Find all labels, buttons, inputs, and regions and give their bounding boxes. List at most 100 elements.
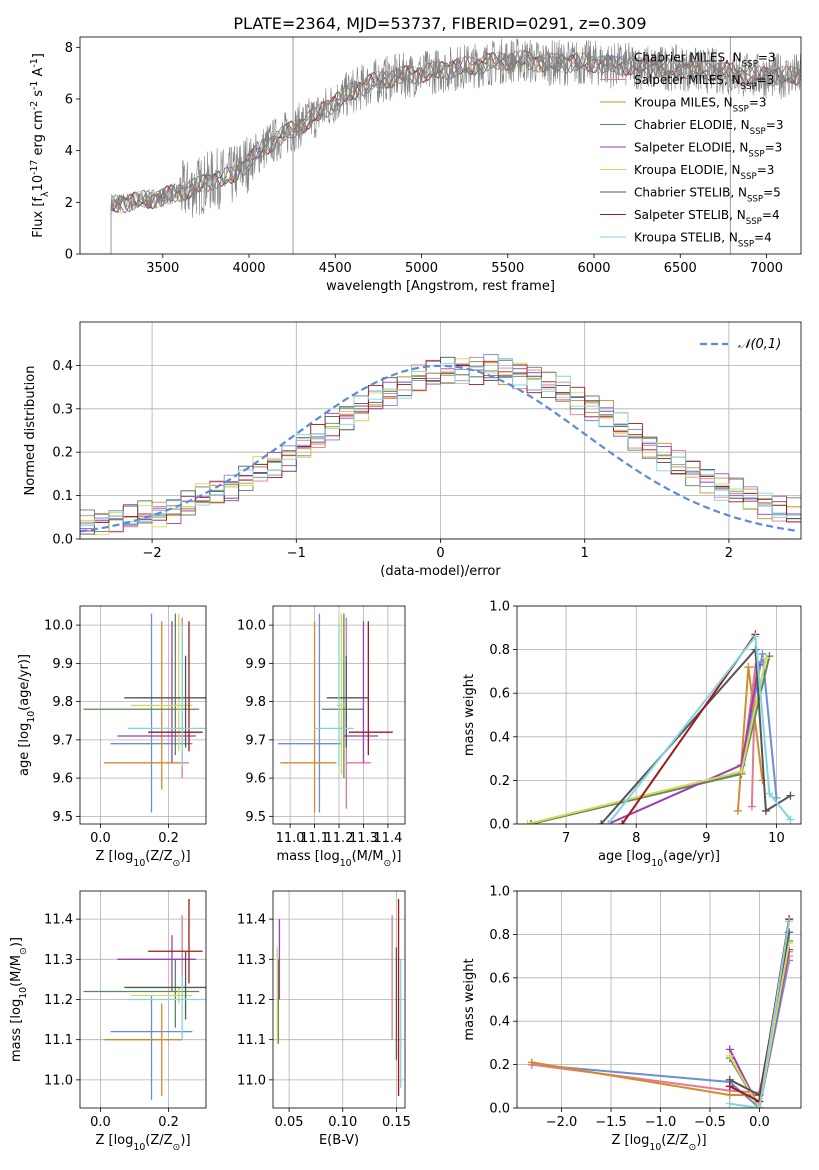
y-axis-label: Flux [fλ10-17 erg cm-2 s-1 A-1] xyxy=(29,53,51,238)
y-tick-label: 10.0 xyxy=(44,619,73,634)
y-tick-label: 9.7 xyxy=(52,733,73,748)
mass-weight-vs-age-panel: 7 8 9 10 0.0 0.2 0.4 0.6 0.8 1.0 age [log10(age/yr… xyxy=(462,600,802,869)
y-tick-label: 0.2 xyxy=(489,774,510,789)
x-tick-label: 0.0 xyxy=(749,1115,770,1130)
x-tick-label: 4500 xyxy=(319,261,352,276)
y-tick-label: 8 xyxy=(65,41,73,56)
legend-label: Chabrier ELODIE, NSSP=3 xyxy=(634,118,783,137)
y-axis-label: mass weight xyxy=(462,674,477,756)
series-marker xyxy=(747,802,756,811)
mass-vs-z-panel: 0.0 0.2 11.0 11.1 11.2 11.3 11.4 Z [log10(Z/Z⊙)… xyxy=(9,890,207,1153)
y-tick-label: 11.3 xyxy=(44,953,73,968)
x-tick-label: 0.05 xyxy=(275,1115,304,1130)
mass-vs-z-plot-area xyxy=(83,899,206,1100)
x-tick-label: −2 xyxy=(143,546,162,561)
legend-label: Chabrier STELIB, NSSP=5 xyxy=(634,186,781,205)
x-tick-label: 0.0 xyxy=(90,1115,111,1130)
x-tick-label: 11.1 xyxy=(300,831,329,846)
y-tick-label: 1.0 xyxy=(489,600,510,615)
y-tick-label: 0 xyxy=(65,248,73,263)
axes-frame xyxy=(272,890,406,1109)
y-tick-label: 9.6 xyxy=(245,772,266,787)
x-axis-label: age [log10(age/yr)] xyxy=(598,849,720,869)
x-axis-label: (data-model)/error xyxy=(380,564,501,579)
y-tick-label: 10.0 xyxy=(237,619,266,634)
y-tick-label: 0.4 xyxy=(489,730,510,745)
residuals-panel: −2 −1 0 1 2 0.0 0.1 0.2 0.3 0.4 (data-model)/error… xyxy=(23,321,802,579)
y-tick-label: 11.2 xyxy=(237,993,266,1008)
mass-vs-ebv-panel: 0.05 0.10 0.15 11.0 11.1 11.2 11.3 11.4 E(B-V) xyxy=(237,890,411,1148)
x-tick-label: 7000 xyxy=(750,261,783,276)
legend-label: Kroupa ELODIE, NSSP=3 xyxy=(634,163,774,182)
axes-frame xyxy=(79,36,802,255)
mass-weight-vs-z-plot-area xyxy=(527,915,794,1108)
series-marker xyxy=(737,767,746,776)
y-tick-label: 0.0 xyxy=(489,1102,510,1117)
y-tick-label: 11.3 xyxy=(237,953,266,968)
series-marker xyxy=(786,791,795,800)
x-axis-label: mass [log10(M/M⊙)] xyxy=(277,849,402,869)
x-tick-label: 2 xyxy=(725,546,733,561)
series-marker xyxy=(725,1099,734,1108)
series-marker xyxy=(758,776,767,785)
x-tick-label: −1 xyxy=(287,546,306,561)
series-marker xyxy=(604,820,613,824)
x-tick-label: −2.0 xyxy=(546,1115,578,1130)
axes-frame xyxy=(272,605,406,825)
y-tick-label: 9.9 xyxy=(52,657,73,672)
mass-weight-vs-z-panel: −2.0 −1.5 −1.0 −0.5 0.0 0.0 0.2 0.4 0.6 0.8 1.0 Z [… xyxy=(462,885,802,1153)
series-marker xyxy=(761,654,770,663)
y-tick-label: 9.6 xyxy=(52,772,73,787)
x-tick-label: 3500 xyxy=(146,261,179,276)
series-line xyxy=(728,942,791,1108)
y-tick-label: 0.4 xyxy=(489,1015,510,1030)
series-marker xyxy=(765,789,774,798)
x-tick-label: −1.5 xyxy=(595,1115,627,1130)
residuals-plot-area xyxy=(80,354,801,536)
x-tick-label: −0.5 xyxy=(694,1115,726,1130)
y-tick-label: 6 xyxy=(65,93,73,108)
age-vs-mass-panel: 11.011.111.211.311.4 9.5 9.6 9.7 9.8 9.9 10.0 m… xyxy=(237,605,406,869)
x-tick-label: 4000 xyxy=(232,261,265,276)
series-marker xyxy=(527,1058,536,1067)
series-line xyxy=(607,633,792,824)
normal-curve xyxy=(80,364,799,533)
series-marker xyxy=(744,663,753,672)
x-axis-label: Z [log10(Z/Z⊙)] xyxy=(95,849,190,869)
mass-weight-vs-age-plot-area xyxy=(523,630,795,824)
series-marker xyxy=(725,1090,734,1099)
y-axis-label: mass [log10(M/M⊙)] xyxy=(9,937,29,1062)
x-tick-label: 5500 xyxy=(491,261,524,276)
y-tick-label: 11.1 xyxy=(44,1033,73,1048)
y-tick-label: 11.4 xyxy=(44,913,73,928)
x-tick-label: 1 xyxy=(581,546,589,561)
y-tick-label: 1.0 xyxy=(489,885,510,900)
y-tick-label: 4 xyxy=(65,144,73,159)
y-tick-label: 0.2 xyxy=(52,446,73,461)
series-marker xyxy=(755,1104,764,1108)
y-tick-label: 9.8 xyxy=(245,695,266,710)
x-tick-label: 6000 xyxy=(577,261,610,276)
y-tick-label: 11.0 xyxy=(237,1073,266,1088)
x-tick-label: 0.0 xyxy=(90,831,111,846)
axes-frame xyxy=(79,321,802,540)
series-line xyxy=(729,921,791,1108)
x-tick-label: 11.2 xyxy=(325,831,354,846)
x-tick-label: 5000 xyxy=(405,261,438,276)
x-tick-label: 9 xyxy=(702,831,710,846)
legend-label: Salpeter ELODIE, NSSP=3 xyxy=(634,141,782,160)
y-tick-label: 0.8 xyxy=(489,643,510,658)
legend-label: Kroupa STELIB, NSSP=4 xyxy=(634,231,772,250)
x-tick-label: 7 xyxy=(562,831,570,846)
series-line xyxy=(530,666,757,824)
x-axis-label: Z [log10(Z/Z⊙)] xyxy=(611,1133,706,1153)
x-axis-label: Z [log10(Z/Z⊙)] xyxy=(95,1133,190,1153)
x-tick-label: 11.3 xyxy=(349,831,378,846)
y-tick-label: 0.4 xyxy=(52,359,73,374)
age-vs-mass-plot-area xyxy=(277,613,393,813)
x-tick-label: 8 xyxy=(632,831,640,846)
series-marker xyxy=(725,1082,734,1091)
y-axis-label: age [log10(age/yr)] xyxy=(17,654,37,776)
y-axis-label: Normed distribution xyxy=(23,366,38,496)
x-axis-label: wavelength [Angstrom, rest frame] xyxy=(326,279,555,294)
